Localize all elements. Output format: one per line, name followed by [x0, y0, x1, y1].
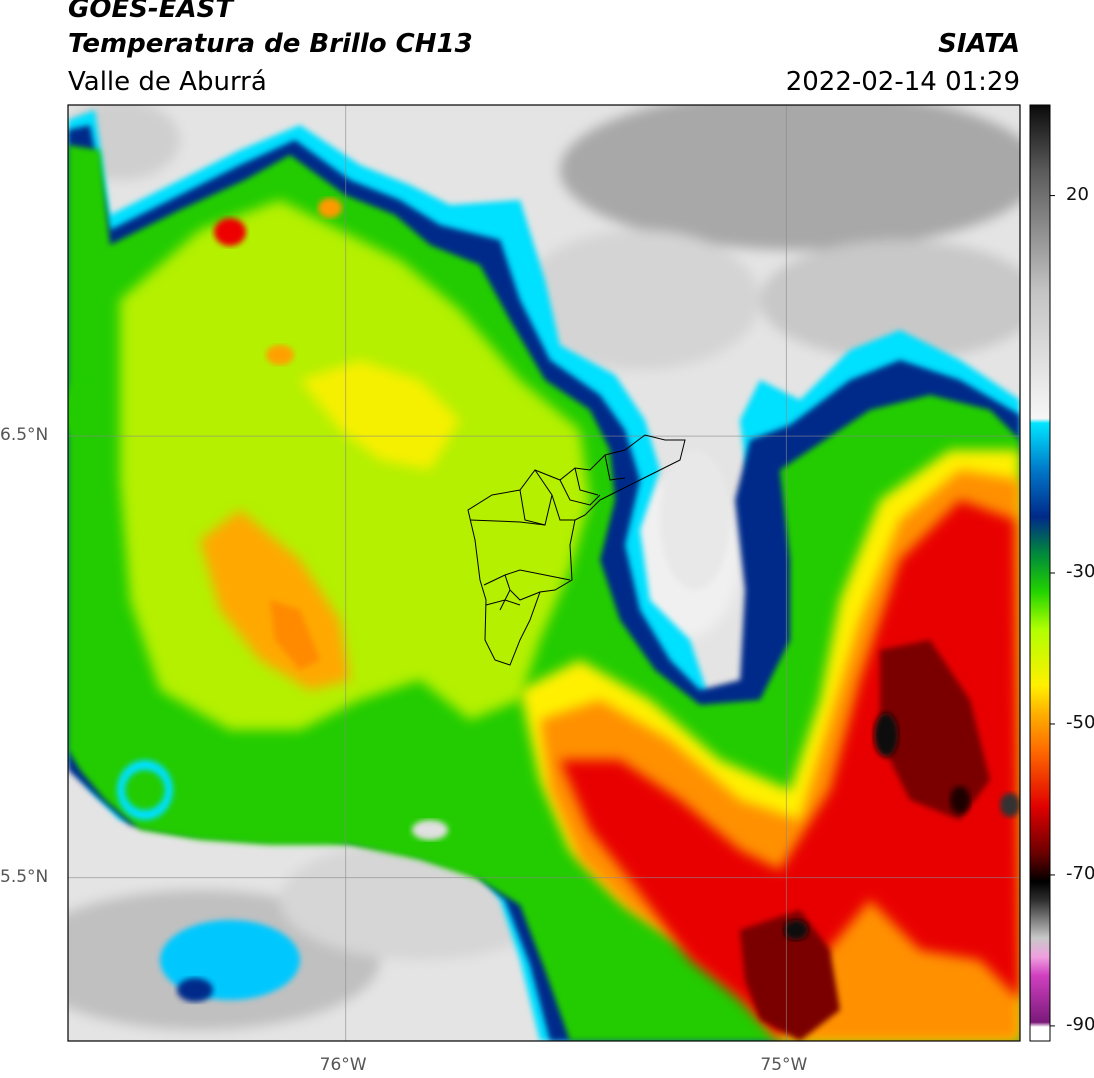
colorbar-label-minus-50: -50	[1066, 711, 1094, 733]
lat-tick-label-6-5n: 6.5°N	[0, 425, 49, 446]
lon-tick-label-76w: 76°W	[319, 1055, 367, 1075]
colorbar-label-minus-30: -30	[1066, 561, 1094, 582]
lat-tick-label-5-5n: 5.5°N	[0, 866, 49, 887]
colorbar	[1029, 104, 1051, 1042]
gridlines	[68, 105, 1020, 1041]
colorbar-ticks	[1050, 195, 1055, 1027]
product-title: Temperatura de Brillo CH13	[68, 29, 473, 59]
agency-label: SIATA	[938, 29, 1020, 59]
colorbar-label-20: 20	[1066, 183, 1089, 205]
satellite-title: GOES-EAST	[68, 0, 234, 24]
lon-tick-label-75w: 75°W	[760, 1055, 808, 1075]
datetime-label: 2022-02-14 01:29	[785, 67, 1020, 97]
region-label: Valle de Aburrá	[68, 67, 267, 97]
map-frame	[67, 104, 1021, 1042]
colorbar-label-minus-90: -90	[1066, 1013, 1094, 1035]
colorbar-label-minus-70: -70	[1066, 862, 1094, 884]
municipal-boundaries	[467, 434, 686, 666]
satellite-image	[68, 105, 1020, 1041]
